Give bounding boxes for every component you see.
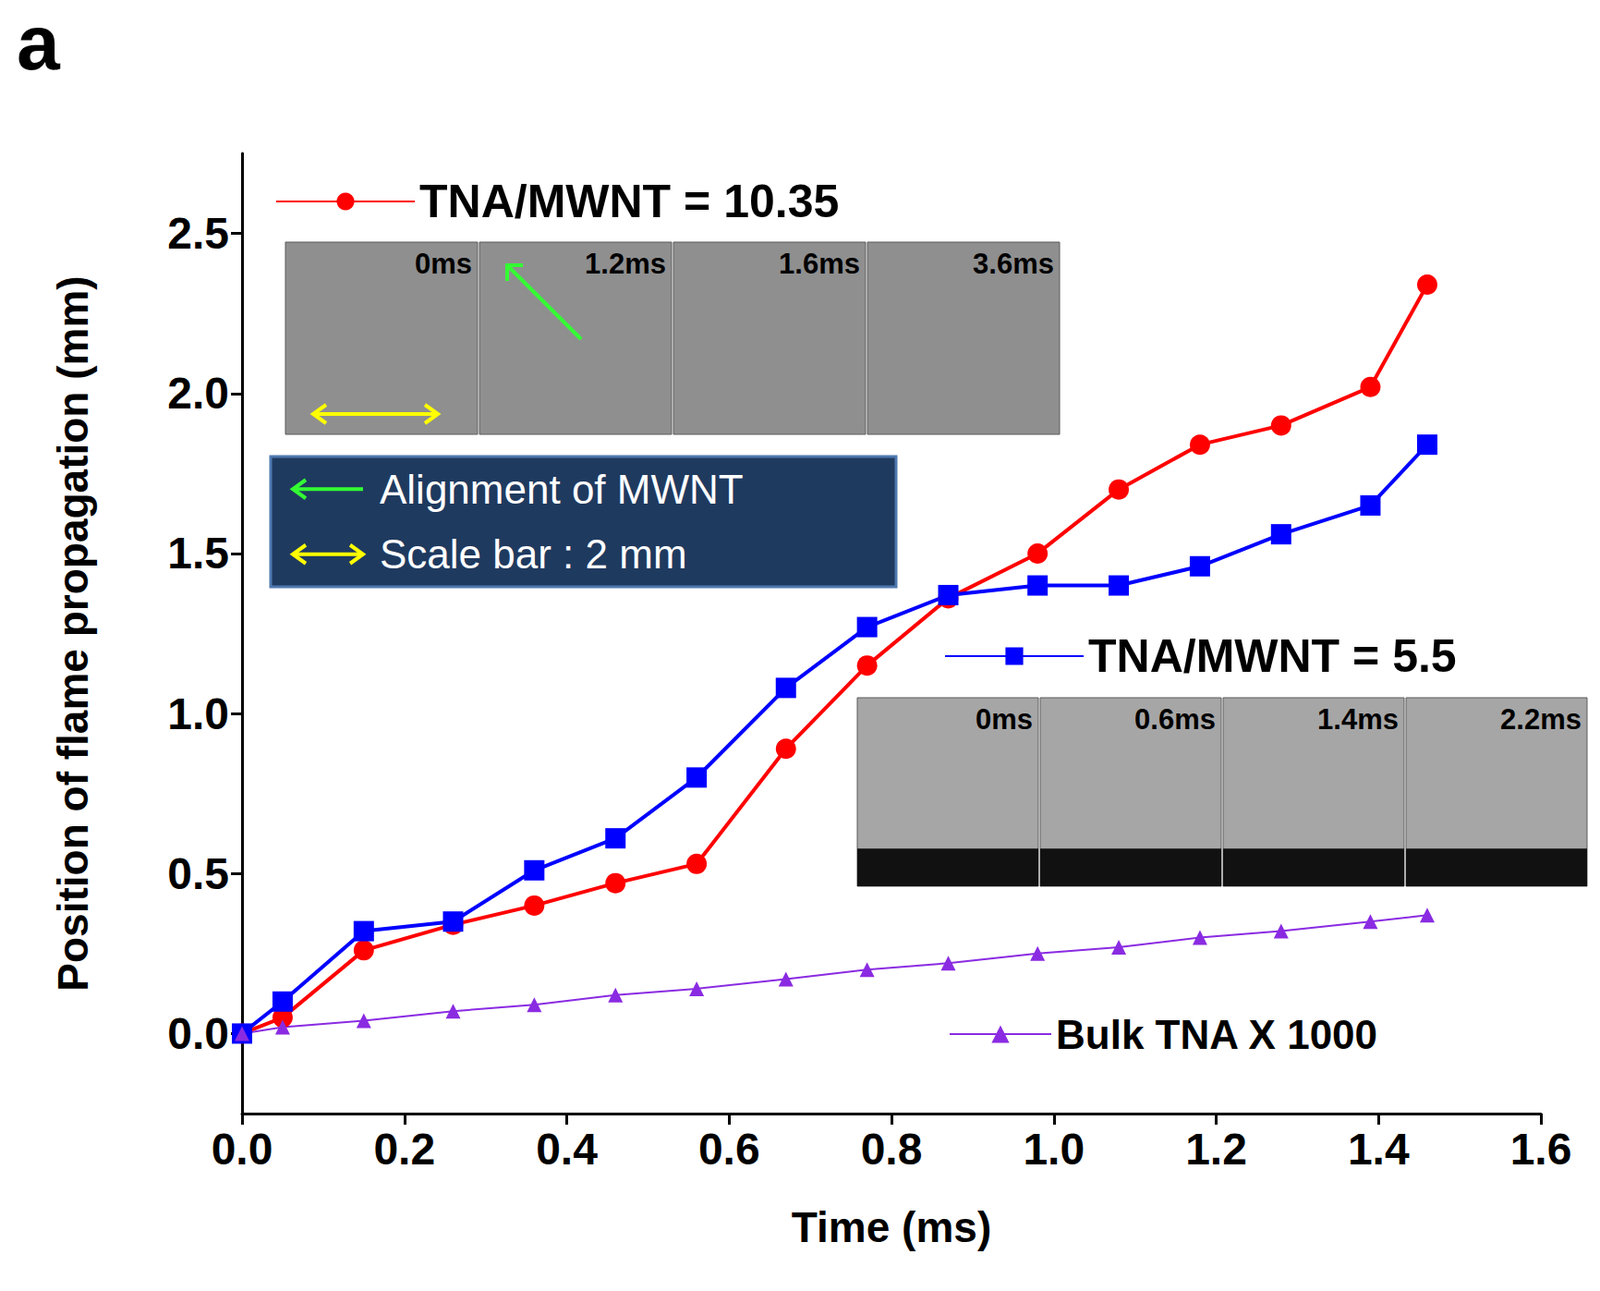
svg-text:1.4: 1.4 — [1347, 1124, 1410, 1174]
svg-text:1.6: 1.6 — [1510, 1124, 1573, 1174]
svg-text:Time (ms): Time (ms) — [791, 1202, 992, 1251]
svg-text:1.4ms: 1.4ms — [1317, 703, 1399, 736]
svg-text:2.5: 2.5 — [167, 208, 230, 258]
svg-text:Scale bar : 2 mm: Scale bar : 2 mm — [379, 531, 688, 577]
svg-text:0.8: 0.8 — [860, 1124, 923, 1174]
svg-text:0.0: 0.0 — [167, 1008, 230, 1058]
svg-text:3.6ms: 3.6ms — [972, 247, 1055, 280]
svg-text:0.6: 0.6 — [698, 1124, 761, 1174]
svg-text:Position of flame propagation: Position of flame propagation (mm) — [48, 275, 97, 991]
svg-text:TNA/MWNT = 5.5: TNA/MWNT = 5.5 — [1088, 630, 1457, 682]
svg-text:1.2ms: 1.2ms — [584, 247, 667, 280]
svg-text:0.0: 0.0 — [211, 1124, 274, 1174]
svg-text:a: a — [16, 0, 61, 86]
svg-text:0.2: 0.2 — [373, 1124, 436, 1174]
svg-text:1.0: 1.0 — [1022, 1124, 1085, 1174]
svg-text:2.0: 2.0 — [167, 368, 230, 418]
svg-text:0.5: 0.5 — [167, 848, 230, 898]
svg-text:2.2ms: 2.2ms — [1500, 703, 1582, 736]
svg-text:1.2: 1.2 — [1185, 1124, 1248, 1174]
svg-text:1.5: 1.5 — [167, 528, 230, 578]
svg-text:TNA/MWNT = 10.35: TNA/MWNT = 10.35 — [419, 175, 839, 228]
svg-text:0.6ms: 0.6ms — [1134, 703, 1216, 736]
svg-text:1.0: 1.0 — [167, 689, 230, 739]
svg-text:Alignment of MWNT: Alignment of MWNT — [379, 466, 744, 512]
svg-text:Bulk TNA X 1000: Bulk TNA X 1000 — [1055, 1011, 1378, 1057]
svg-text:0ms: 0ms — [414, 247, 473, 280]
svg-text:1.6ms: 1.6ms — [778, 247, 861, 280]
svg-text:0.4: 0.4 — [535, 1124, 598, 1174]
svg-text:0ms: 0ms — [975, 703, 1033, 736]
